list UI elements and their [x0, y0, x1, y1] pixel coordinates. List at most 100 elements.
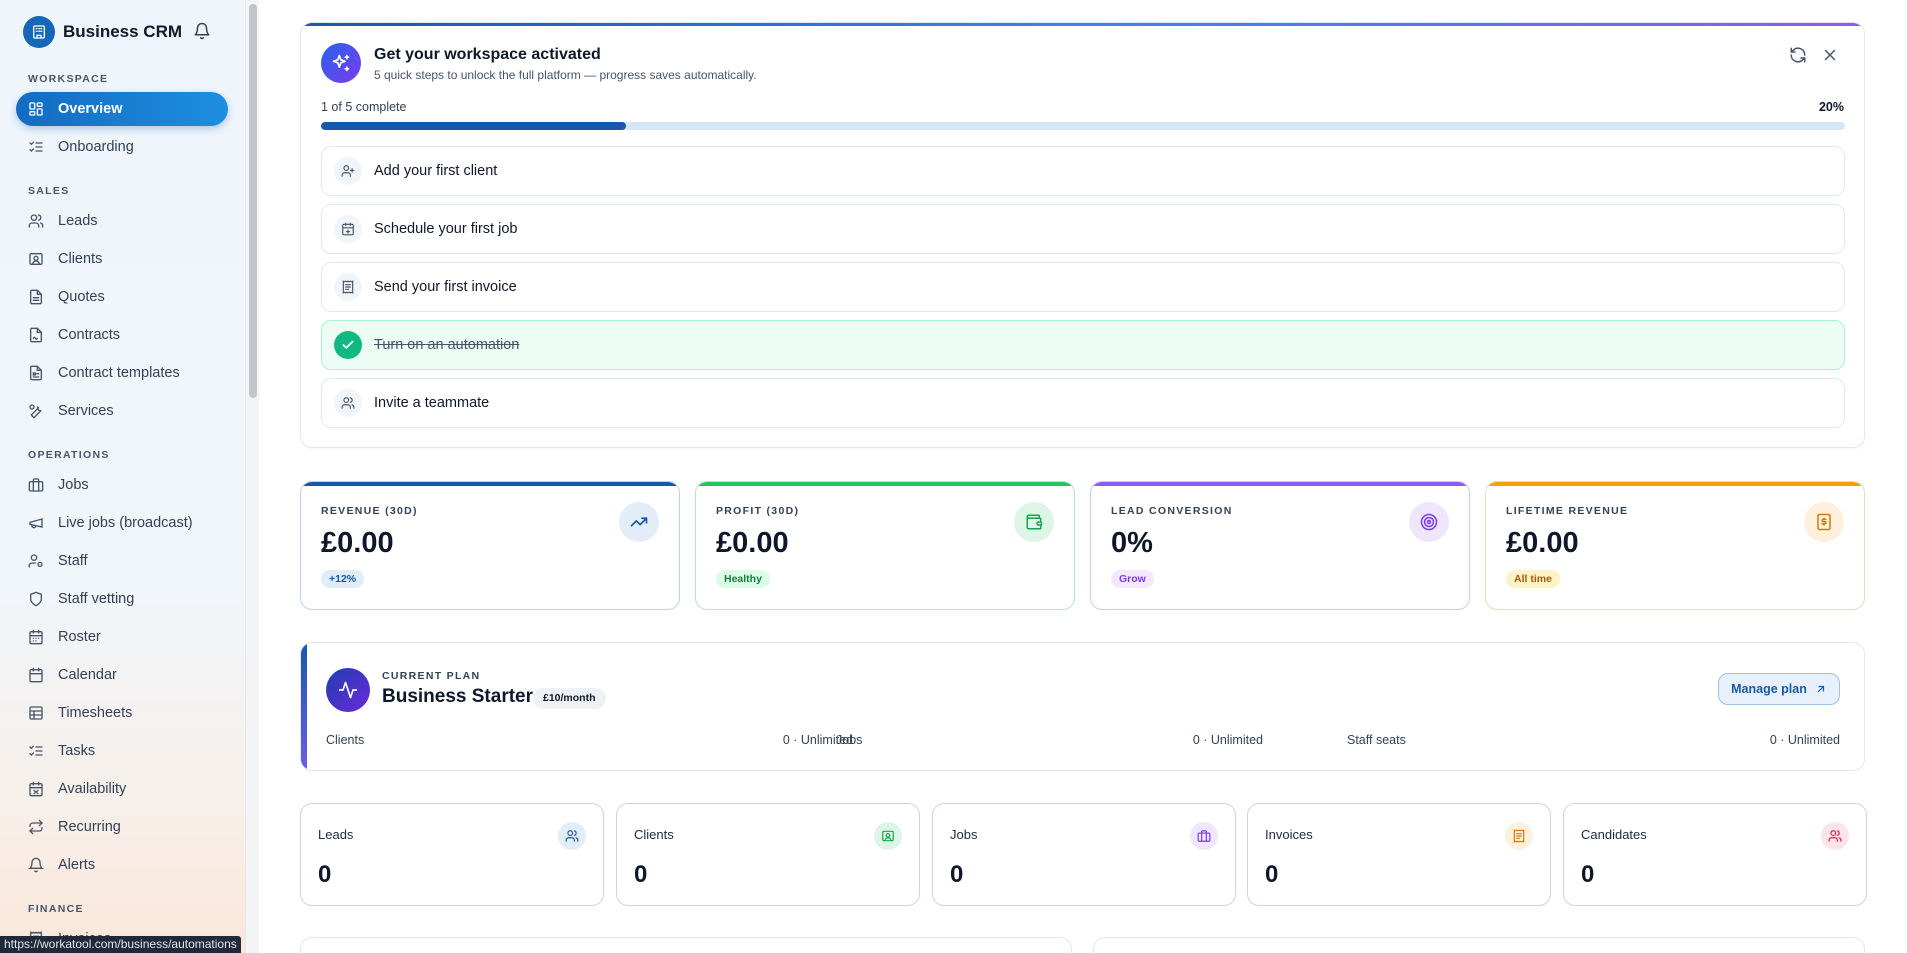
sidebar-item-live-jobs[interactable]: Live jobs (broadcast): [16, 506, 228, 540]
sidebar-item-contract-templates[interactable]: Contract templates: [16, 356, 228, 390]
sidebar-nav: WORKSPACE Overview Onboarding SALES Lead…: [0, 72, 245, 953]
step-schedule-job[interactable]: Schedule your first job: [321, 204, 1845, 254]
sidebar-item-timesheets[interactable]: Timesheets: [16, 696, 228, 730]
sidebar-item-label: Services: [58, 403, 114, 419]
onboarding-title: Get your workspace activated: [374, 46, 601, 63]
sidebar-item-overview[interactable]: Overview: [16, 92, 228, 126]
sidebar-item-recurring[interactable]: Recurring: [16, 810, 228, 844]
sparkles-icon: [321, 43, 361, 83]
kpi-value: £0.00: [321, 527, 394, 559]
kpi-card-lifetime-revenue[interactable]: LIFETIME REVENUE £0.00 All time: [1485, 481, 1865, 610]
stat-value: 0: [1581, 861, 1595, 888]
sidebar-item-jobs[interactable]: Jobs: [16, 468, 228, 502]
stat-card-jobs[interactable]: Jobs 0: [932, 803, 1236, 906]
sidebar-item-staff[interactable]: Staff: [16, 544, 228, 578]
sidebar-item-label: Alerts: [58, 857, 96, 873]
sidebar-item-calendar[interactable]: Calendar: [16, 658, 228, 692]
kpi-card-lead-conversion[interactable]: LEAD CONVERSION 0% Grow: [1090, 481, 1470, 610]
stat-label: Candidates: [1581, 827, 1647, 842]
repeat-icon: [29, 819, 43, 835]
sidebar: Business CRM WORKSPACE Overview Onboardi…: [0, 0, 245, 953]
current-plan-card: CURRENT PLAN Business Starter £10/month …: [300, 642, 1865, 771]
sidebar-item-services[interactable]: Services: [16, 394, 228, 428]
section-label-operations: OPERATIONS: [28, 449, 110, 461]
usage-label: Staff seats: [1347, 733, 1406, 747]
link-status-bar: https://workatool.com/business/automatio…: [0, 936, 241, 953]
refresh-icon[interactable]: [1789, 46, 1807, 64]
sidebar-item-clients[interactable]: Clients: [16, 242, 228, 276]
stat-card-leads[interactable]: Leads 0: [300, 803, 604, 906]
bell-icon: [28, 857, 44, 873]
manage-plan-button[interactable]: Manage plan: [1718, 673, 1840, 705]
contact-icon: [29, 253, 43, 265]
step-label: Send your first invoice: [374, 279, 517, 295]
step-send-invoice[interactable]: Send your first invoice: [321, 262, 1845, 312]
sidebar-item-tasks[interactable]: Tasks: [16, 734, 228, 768]
scrollbar-thumb[interactable]: [249, 4, 257, 398]
sidebar-item-staff-vetting[interactable]: Staff vetting: [16, 582, 228, 616]
users-icon: [558, 822, 586, 850]
file-signature-icon: [30, 327, 42, 343]
step-label: Schedule your first job: [374, 221, 518, 237]
manage-plan-label: Manage plan: [1731, 682, 1807, 696]
stat-card-clients[interactable]: Clients 0: [616, 803, 920, 906]
step-add-client[interactable]: Add your first client: [321, 146, 1845, 196]
check-icon: [334, 331, 362, 359]
kpi-badge: Grow: [1111, 570, 1154, 588]
trending-up-icon: [619, 502, 659, 542]
onboarding-steps: Add your first client Schedule your firs…: [321, 146, 1845, 436]
file-text-icon: [30, 289, 42, 305]
sidebar-item-roster[interactable]: Roster: [16, 620, 228, 654]
step-turn-on-automation[interactable]: Turn on an automation: [321, 320, 1845, 370]
section-label-finance: FINANCE: [28, 903, 84, 915]
notifications-bell-icon[interactable]: [193, 22, 211, 40]
brand[interactable]: Business CRM: [23, 16, 182, 48]
onboarding-subtitle: 5 quick steps to unlock the full platfor…: [374, 68, 757, 82]
stat-label: Leads: [318, 827, 354, 842]
stat-label: Jobs: [950, 827, 978, 842]
plan-price-badge: £10/month: [533, 688, 606, 709]
users-icon: [1821, 822, 1849, 850]
sidebar-item-label: Recurring: [58, 819, 121, 835]
sidebar-item-label: Live jobs (broadcast): [58, 515, 193, 531]
user-cog-icon: [28, 554, 43, 568]
layout-dashboard-icon: [29, 102, 43, 116]
step-label: Turn on an automation: [374, 337, 520, 353]
sidebar-item-label: Overview: [58, 101, 123, 117]
stat-label: Invoices: [1265, 827, 1313, 842]
calendar-icon: [29, 667, 43, 683]
stat-card-candidates[interactable]: Candidates 0: [1563, 803, 1867, 906]
step-invite-teammate[interactable]: Invite a teammate: [321, 378, 1845, 428]
sidebar-item-contracts[interactable]: Contracts: [16, 318, 228, 352]
close-icon[interactable]: [1821, 46, 1839, 64]
kpi-card-profit[interactable]: PROFIT (30D) £0.00 Healthy: [695, 481, 1075, 610]
kpi-label: REVENUE (30D): [321, 505, 418, 517]
section-label-workspace: WORKSPACE: [28, 73, 109, 85]
plan-name: Business Starter: [382, 686, 534, 707]
list-checks-icon: [29, 141, 43, 152]
kpi-badge: All time: [1506, 570, 1560, 588]
progress-bar-fill: [321, 122, 626, 130]
users-icon: [28, 214, 44, 228]
sidebar-item-availability[interactable]: Availability: [16, 772, 228, 806]
receipt-dollar-icon: [1804, 502, 1844, 542]
sidebar-item-onboarding[interactable]: Onboarding: [16, 130, 228, 164]
stat-card-invoices[interactable]: Invoices 0: [1247, 803, 1551, 906]
kpi-value: £0.00: [1506, 527, 1579, 559]
shield-icon: [30, 591, 42, 607]
sidebar-item-label: Quotes: [58, 289, 105, 305]
kpi-value: 0%: [1111, 527, 1153, 559]
user-plus-icon: [334, 157, 362, 185]
calendar-days-icon: [29, 629, 43, 645]
sidebar-item-leads[interactable]: Leads: [16, 204, 228, 238]
sidebar-scrollbar[interactable]: [245, 0, 259, 953]
progress-bar: [321, 122, 1845, 130]
stat-value: 0: [950, 861, 964, 888]
sidebar-item-alerts[interactable]: Alerts: [16, 848, 228, 882]
sidebar-item-label: Contract templates: [58, 365, 180, 381]
sidebar-item-label: Onboarding: [58, 139, 134, 155]
sidebar-item-quotes[interactable]: Quotes: [16, 280, 228, 314]
kpi-card-revenue[interactable]: REVENUE (30D) £0.00 +12%: [300, 481, 680, 610]
kpi-badge: +12%: [321, 570, 365, 588]
sidebar-item-label: Leads: [58, 213, 98, 229]
